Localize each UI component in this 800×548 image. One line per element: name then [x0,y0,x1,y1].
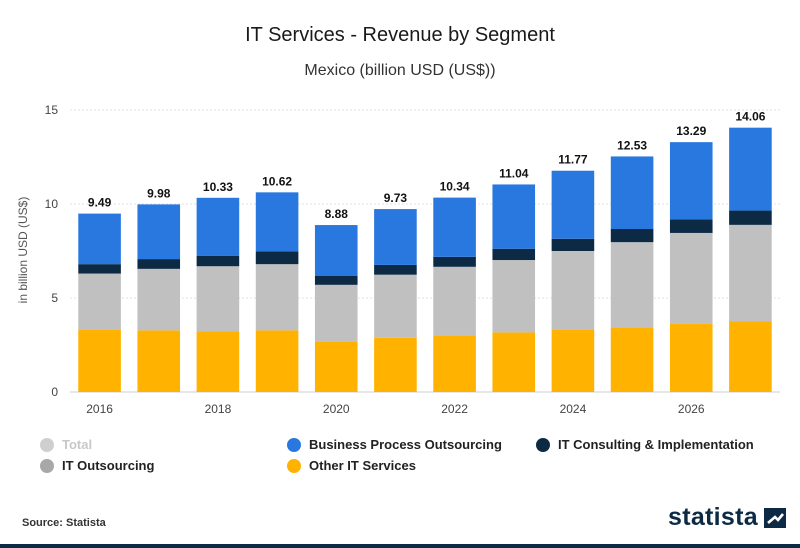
bar-segment-it-outsourcing-2026[interactable] [669,232,713,324]
bar-segment-business-process-outsourcing-2017[interactable] [137,204,181,260]
bar-segment-it-outsourcing-2018[interactable] [196,266,240,332]
x-tick-label: 2024 [560,402,587,416]
legend-item-consulting[interactable]: IT Consulting & Implementation [536,437,754,452]
bar-segment-it-consulting-implementation-2018[interactable] [196,255,240,267]
legend-item-bpo[interactable]: Business Process Outsourcing [287,437,502,452]
stacked-bar-chart: 9.49 9.98 10.33 10.62 8.88 9.73 10.34 11.04 11.7… [16,103,780,416]
total-label-2025: 12.53 [617,138,647,152]
legend-item-other[interactable]: Other IT Services [287,458,416,473]
bar-segment-business-process-outsourcing-2023[interactable] [492,184,536,249]
bar-segment-business-process-outsourcing-2025[interactable] [610,156,654,230]
footer-rule [0,544,800,548]
bar-segment-it-outsourcing-2019[interactable] [255,264,299,331]
source-note: Source: Statista [22,517,106,529]
bar-segment-it-outsourcing-2021[interactable] [374,274,417,338]
total-label-2016: 9.49 [88,196,112,210]
logo-wordmark: statista [668,503,758,531]
legend-dot-outsourcing [40,458,54,473]
legend-item-total[interactable]: Total [40,437,92,452]
total-label-2027: 14.06 [735,110,765,124]
x-tick-label: 2018 [205,402,232,416]
bar-segment-business-process-outsourcing-2016[interactable] [78,213,121,265]
bar-segment-other-it-services-2018[interactable] [196,331,240,392]
bar-segment-it-outsourcing-2027[interactable] [729,224,772,322]
legend-label-consulting: IT Consulting & Implementation [558,437,754,452]
bar-segment-it-outsourcing-2024[interactable] [551,251,595,330]
total-label-2019: 10.62 [262,174,292,188]
total-label-2020: 8.88 [325,207,349,221]
legend-item-outsourcing[interactable]: IT Outsourcing [40,458,154,473]
bar-segment-other-it-services-2021[interactable] [374,337,417,392]
total-label-2023: 11.04 [499,166,529,180]
chart-subtitle: Mexico (billion USD (US$)) [304,62,496,79]
bar-segment-it-outsourcing-2020[interactable] [314,284,358,342]
bar-segment-it-consulting-implementation-2019[interactable] [255,251,299,265]
bar-segment-business-process-outsourcing-2027[interactable] [729,127,772,211]
total-label-2021: 9.73 [384,191,408,205]
bar-segment-other-it-services-2026[interactable] [669,323,713,392]
statista-logo[interactable]: statista [668,503,786,532]
bar-segment-it-consulting-implementation-2024[interactable] [551,238,595,251]
legend-dot-consulting [536,437,550,452]
x-tick-label: 2020 [323,402,350,416]
total-label-2026: 13.29 [676,124,706,138]
bar-segment-business-process-outsourcing-2022[interactable] [433,197,476,257]
bar-segment-other-it-services-2017[interactable] [137,330,181,392]
bar-segment-business-process-outsourcing-2018[interactable] [196,197,240,256]
bar-segment-other-it-services-2023[interactable] [492,332,536,392]
bar-segment-business-process-outsourcing-2020[interactable] [314,225,358,277]
legend-label-outsourcing: IT Outsourcing [62,458,155,473]
bar-segment-other-it-services-2020[interactable] [314,341,358,392]
bar-segment-business-process-outsourcing-2019[interactable] [255,192,299,252]
total-label-2018: 10.33 [203,180,233,194]
bar-segment-it-outsourcing-2023[interactable] [492,260,536,333]
bar-segment-it-consulting-implementation-2020[interactable] [314,276,358,285]
bar-segment-it-consulting-implementation-2027[interactable] [729,210,772,225]
legend-dot-bpo [287,437,301,452]
bar-segment-it-outsourcing-2016[interactable] [78,273,121,330]
bar-segment-it-consulting-implementation-2026[interactable] [669,219,713,233]
bar-segment-it-consulting-implementation-2021[interactable] [374,264,417,275]
x-tick-label: 2026 [678,402,705,416]
bar-segment-it-consulting-implementation-2023[interactable] [492,248,536,261]
bar-segment-other-it-services-2025[interactable] [610,327,654,392]
total-label-2022: 10.34 [440,180,470,194]
total-label-2024: 11.77 [558,153,588,167]
x-tick-label: 2016 [86,402,113,416]
statista-logo-icon [763,507,786,528]
bar-segment-it-consulting-implementation-2016[interactable] [78,264,121,274]
bar-segment-business-process-outsourcing-2024[interactable] [551,170,595,239]
y-axis-label: in billion USD (US$) [16,197,30,304]
legend-dot-total [40,437,54,452]
chart-title: IT Services - Revenue by Segment [245,24,555,46]
legend-dot-other [287,458,301,473]
y-tick-label: 15 [45,103,59,117]
bar-segment-it-consulting-implementation-2022[interactable] [433,256,476,267]
bar-segment-other-it-services-2022[interactable] [433,335,476,392]
legend-label-bpo: Business Process Outsourcing [309,437,502,452]
legend-label-total: Total [62,437,93,452]
y-tick-label: 5 [51,291,58,305]
bar-segment-other-it-services-2027[interactable] [729,321,772,393]
y-tick-label: 0 [51,385,58,399]
bar-segment-it-outsourcing-2017[interactable] [137,268,181,331]
bar-segment-it-outsourcing-2025[interactable] [610,242,654,328]
bar-segment-it-consulting-implementation-2025[interactable] [610,229,654,243]
bar-segment-business-process-outsourcing-2026[interactable] [669,142,713,220]
bar-segment-other-it-services-2016[interactable] [78,329,121,392]
bar-segment-other-it-services-2024[interactable] [551,329,595,392]
bar-segment-it-outsourcing-2022[interactable] [433,266,476,336]
legend-label-other: Other IT Services [309,458,416,473]
total-label-2017: 9.98 [147,186,171,200]
bar-segment-other-it-services-2019[interactable] [255,330,299,392]
y-tick-label: 10 [45,197,59,211]
bar-segment-business-process-outsourcing-2021[interactable] [374,209,417,265]
bar-segment-it-consulting-implementation-2017[interactable] [137,259,181,269]
x-tick-label: 2022 [441,402,468,416]
